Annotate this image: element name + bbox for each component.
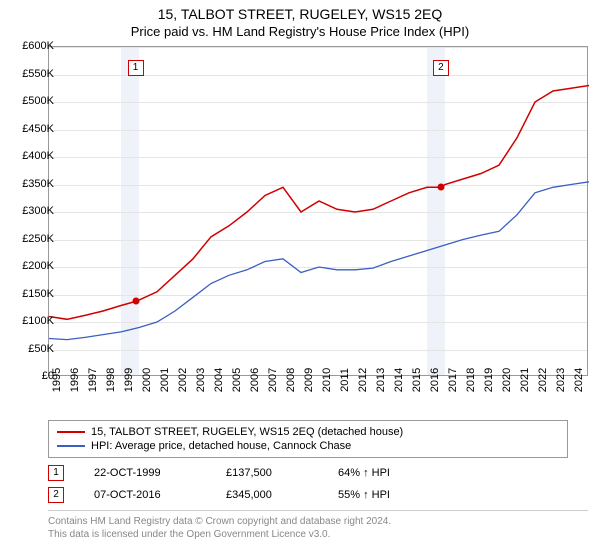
series-property_price <box>49 86 589 320</box>
y-tick-label: £50K <box>28 343 54 355</box>
footer-line2: This data is licensed under the Open Gov… <box>48 528 588 541</box>
x-tick-label: 2007 <box>267 368 279 392</box>
plot-region: 12 <box>48 46 588 376</box>
chart-container: 15, TALBOT STREET, RUGELEY, WS15 2EQ Pri… <box>0 0 600 560</box>
sale-price: £137,500 <box>226 467 316 479</box>
chart-title-address: 15, TALBOT STREET, RUGELEY, WS15 2EQ <box>0 6 600 22</box>
x-tick-label: 2000 <box>141 368 153 392</box>
sale-marker-dot <box>132 298 139 305</box>
x-tick-label: 2018 <box>465 368 477 392</box>
series-hpi <box>49 182 589 340</box>
legend-swatch <box>57 445 85 447</box>
sale-marker-dot <box>437 184 444 191</box>
x-tick-label: 2022 <box>537 368 549 392</box>
y-tick-label: £400K <box>22 150 54 162</box>
chart-subtitle: Price paid vs. HM Land Registry's House … <box>0 24 600 39</box>
line-series-svg <box>49 47 589 377</box>
x-tick-label: 2009 <box>303 368 315 392</box>
x-tick-label: 2006 <box>249 368 261 392</box>
x-tick-label: 2005 <box>231 368 243 392</box>
x-tick-label: 2008 <box>285 368 297 392</box>
sale-row-marker: 1 <box>48 465 64 481</box>
x-tick-label: 2004 <box>213 368 225 392</box>
legend-item: HPI: Average price, detached house, Cann… <box>57 439 559 453</box>
x-tick-label: 2020 <box>501 368 513 392</box>
y-tick-label: £600K <box>22 40 54 52</box>
legend-label: HPI: Average price, detached house, Cann… <box>91 440 351 452</box>
x-tick-label: 2017 <box>447 368 459 392</box>
x-tick-label: 1997 <box>87 368 99 392</box>
sale-price: £345,000 <box>226 489 316 501</box>
y-tick-label: £500K <box>22 95 54 107</box>
x-tick-label: 2024 <box>573 368 585 392</box>
x-tick-label: 2013 <box>375 368 387 392</box>
y-tick-label: £350K <box>22 178 54 190</box>
legend-label: 15, TALBOT STREET, RUGELEY, WS15 2EQ (de… <box>91 426 403 438</box>
x-tick-label: 2021 <box>519 368 531 392</box>
sale-marker-box: 2 <box>433 60 449 76</box>
x-tick-label: 2012 <box>357 368 369 392</box>
title-block: 15, TALBOT STREET, RUGELEY, WS15 2EQ Pri… <box>0 0 600 39</box>
footer-attribution: Contains HM Land Registry data © Crown c… <box>48 510 588 541</box>
x-tick-label: 1998 <box>105 368 117 392</box>
y-tick-label: £250K <box>22 233 54 245</box>
legend-box: 15, TALBOT STREET, RUGELEY, WS15 2EQ (de… <box>48 420 568 458</box>
sale-delta: 64% ↑ HPI <box>338 467 390 479</box>
x-tick-label: 1999 <box>123 368 135 392</box>
x-tick-label: 2010 <box>321 368 333 392</box>
footer-line1: Contains HM Land Registry data © Crown c… <box>48 515 588 528</box>
sale-date: 07-OCT-2016 <box>94 489 204 501</box>
y-tick-label: £450K <box>22 123 54 135</box>
y-tick-label: £150K <box>22 288 54 300</box>
y-tick-label: £300K <box>22 205 54 217</box>
legend-item: 15, TALBOT STREET, RUGELEY, WS15 2EQ (de… <box>57 425 559 439</box>
x-tick-label: 2002 <box>177 368 189 392</box>
sale-delta: 55% ↑ HPI <box>338 489 390 501</box>
sale-row: 2 07-OCT-2016 £345,000 55% ↑ HPI <box>48 484 588 506</box>
sale-row-marker: 2 <box>48 487 64 503</box>
x-tick-label: 1996 <box>69 368 81 392</box>
sales-table: 1 22-OCT-1999 £137,500 64% ↑ HPI 2 07-OCT-201… <box>48 462 588 506</box>
x-tick-label: 2023 <box>555 368 567 392</box>
x-tick-label: 2011 <box>339 368 351 392</box>
y-tick-label: £550K <box>22 68 54 80</box>
x-tick-label: 2014 <box>393 368 405 392</box>
x-tick-label: 2019 <box>483 368 495 392</box>
x-tick-label: 2003 <box>195 368 207 392</box>
chart-area: 12 1995199619971998199920002001200220032… <box>48 46 588 376</box>
y-tick-label: £0 <box>42 370 54 382</box>
y-tick-label: £100K <box>22 315 54 327</box>
x-tick-label: 2016 <box>429 368 441 392</box>
legend-swatch <box>57 431 85 433</box>
legend: 15, TALBOT STREET, RUGELEY, WS15 2EQ (de… <box>48 420 588 458</box>
x-tick-label: 2001 <box>159 368 171 392</box>
sale-marker-box: 1 <box>128 60 144 76</box>
sale-date: 22-OCT-1999 <box>94 467 204 479</box>
sale-row: 1 22-OCT-1999 £137,500 64% ↑ HPI <box>48 462 588 484</box>
x-tick-label: 2015 <box>411 368 423 392</box>
y-tick-label: £200K <box>22 260 54 272</box>
